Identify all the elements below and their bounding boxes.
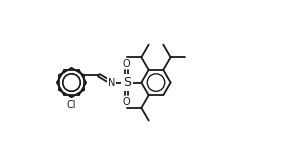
- Text: Cl: Cl: [66, 100, 76, 110]
- Text: O: O: [123, 59, 131, 68]
- Text: N: N: [108, 78, 115, 88]
- Text: S: S: [123, 76, 131, 89]
- Text: O: O: [123, 97, 131, 107]
